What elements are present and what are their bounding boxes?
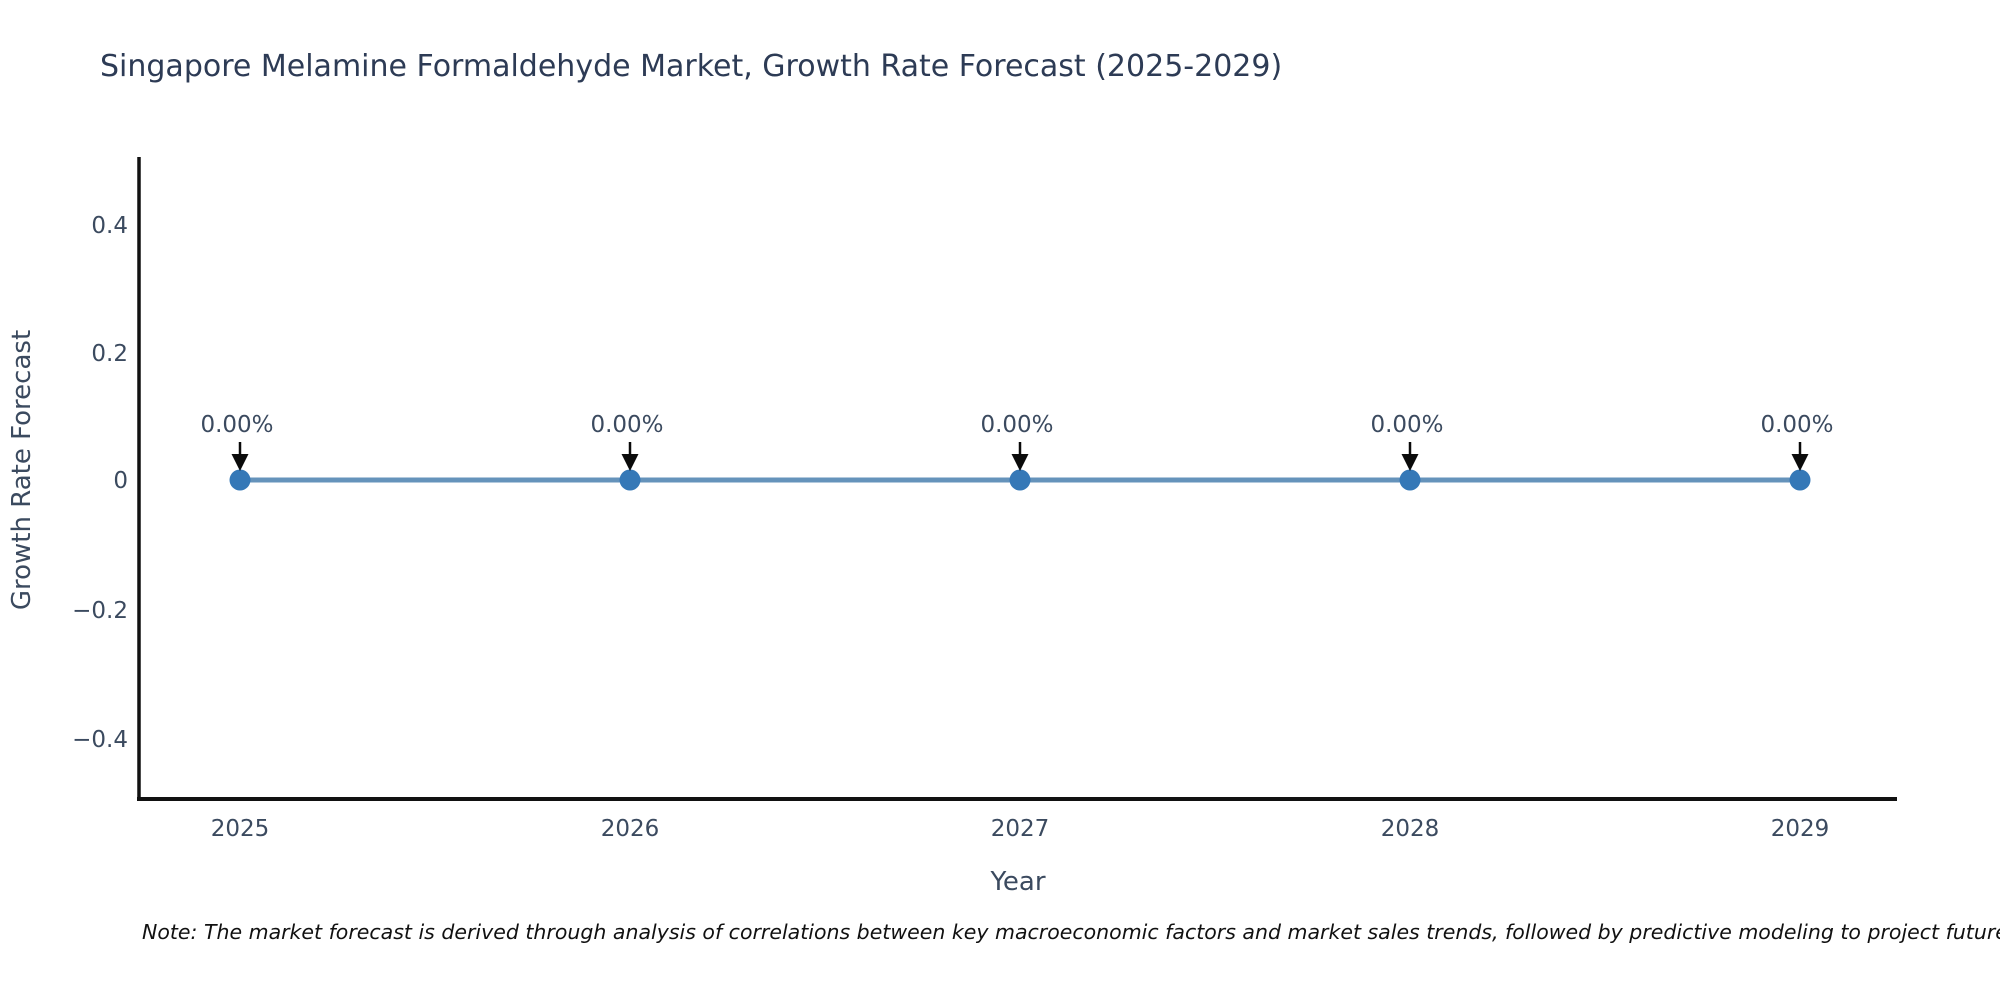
point-value-label: 0.00% (1760, 412, 1833, 438)
x-tick-label: 2027 (991, 816, 1050, 842)
data-point-2027 (1009, 469, 1031, 491)
x-tick-label: 2026 (601, 816, 660, 842)
point-value-label: 0.00% (590, 412, 663, 438)
annotation-arrowhead-icon (1791, 454, 1809, 471)
x-axis: 2025 2026 2027 2028 2029 Year (137, 797, 1897, 897)
annotation-2029: 0.00% (1760, 412, 1834, 471)
methodology-note: Note: The market forecast is derived thr… (142, 920, 2000, 944)
point-value-label: 0.00% (980, 412, 1053, 438)
y-tick-label: −0.4 (72, 727, 128, 753)
data-point-2026 (619, 469, 641, 491)
data-point-2029 (1789, 469, 1811, 491)
x-tick-label: 2025 (211, 816, 270, 842)
x-axis-title: Year (989, 867, 1045, 897)
y-tick-label: 0 (113, 468, 128, 494)
chart-title: Singapore Melamine Formaldehyde Market, … (100, 49, 1282, 84)
annotation-arrowhead-icon (231, 454, 249, 471)
annotation-arrowhead-icon (1011, 454, 1029, 471)
point-annotations: 0.00% 0.00% 0.00% 0.00% 0.00% (200, 412, 1834, 471)
x-tick-label: 2028 (1381, 816, 1440, 842)
annotation-2025: 0.00% (200, 412, 274, 471)
y-axis-title: Growth Rate Forecast (7, 330, 37, 610)
x-tick-label: 2029 (1771, 816, 1830, 842)
annotation-2026: 0.00% (590, 412, 664, 471)
annotation-2028: 0.00% (1370, 412, 1444, 471)
y-tick-label: 0.2 (91, 341, 128, 367)
annotation-2027: 0.00% (980, 412, 1054, 471)
annotation-arrowhead-icon (621, 454, 639, 471)
annotation-arrowhead-icon (1401, 454, 1419, 471)
y-axis: 0.4 0.2 0 −0.2 −0.4 Growth Rate Forecast (7, 157, 141, 801)
point-value-label: 0.00% (1370, 412, 1443, 438)
y-tick-label: 0.4 (91, 213, 128, 239)
data-point-2025 (229, 469, 251, 491)
point-value-label: 0.00% (200, 412, 273, 438)
y-tick-label: −0.2 (72, 598, 128, 624)
series-growth-rate (229, 469, 1811, 491)
data-point-2028 (1399, 469, 1421, 491)
